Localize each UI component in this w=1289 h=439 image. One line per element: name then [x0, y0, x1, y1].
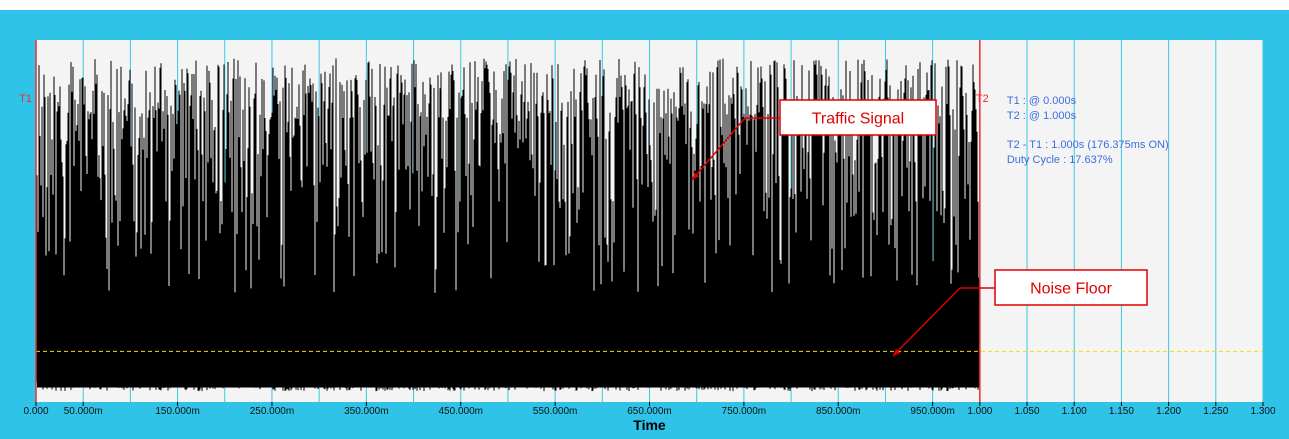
annotation-text: Traffic Signal — [812, 111, 904, 128]
x-tick-label: 0.000 — [23, 406, 48, 417]
x-tick-label: 450.000m — [438, 406, 482, 417]
x-tick-label: 1.300 — [1250, 406, 1275, 417]
x-tick-labels: 0.000 50.000m 150.000m 250.000m 350.000m 450.… — [23, 402, 1276, 417]
x-tick-label: 1.150 — [1109, 406, 1134, 417]
x-tick-label: 1.250 — [1203, 406, 1228, 417]
x-tick-label: 350.000m — [344, 406, 388, 417]
x-tick-label: 50.000m — [64, 406, 103, 417]
x-axis-title: Time — [633, 417, 666, 433]
x-tick-label: 1.050 — [1015, 406, 1040, 417]
chart-frame: T1 T2 0.000 50.000m 150.000m 250.000m 350.000… — [0, 10, 1289, 439]
annotation-traffic-signal: Traffic Signal — [691, 99, 937, 181]
readout-line: T1 : @ 0.000s — [1007, 95, 1077, 107]
x-tick-label: 950.000m — [910, 406, 954, 417]
x-tick-label: 1.000 — [967, 406, 992, 417]
x-tick-label: 650.000m — [627, 406, 671, 417]
annotation-box — [994, 269, 1148, 306]
annotation-box — [779, 99, 937, 136]
readout-line: T2 - T1 : 1.000s (176.375ms ON) — [1007, 139, 1169, 151]
annotations: Traffic Signal Noise Floor — [691, 99, 1148, 357]
signal-trace — [36, 58, 980, 392]
waveform-chart: T1 T2 0.000 50.000m 150.000m 250.000m 350.000… — [19, 40, 1276, 433]
readout-line: Duty Cycle : 17.637% — [1007, 154, 1113, 166]
x-tick-label: 750.000m — [722, 406, 766, 417]
cursor-label-t1: T1 — [19, 93, 32, 105]
x-tick-label: 550.000m — [533, 406, 577, 417]
x-tick-label: 850.000m — [816, 406, 860, 417]
cursor-label-t2: T2 — [976, 93, 989, 105]
x-tick-label: 1.100 — [1062, 406, 1087, 417]
annotation-text: Noise Floor — [1030, 281, 1112, 298]
cursor-markers[interactable]: T1 T2 — [19, 40, 989, 402]
readout-line: T2 : @ 1.000s — [1007, 110, 1077, 122]
signal-body — [37, 293, 980, 388]
annotation-noise-floor: Noise Floor — [892, 269, 1148, 357]
cursor-readouts: T1 : @ 0.000s T2 : @ 1.000s T2 - T1 : 1.00… — [1007, 95, 1169, 166]
x-tick-label: 250.000m — [250, 406, 294, 417]
x-tick-label: 1.200 — [1156, 406, 1181, 417]
x-tick-label: 150.000m — [155, 406, 199, 417]
